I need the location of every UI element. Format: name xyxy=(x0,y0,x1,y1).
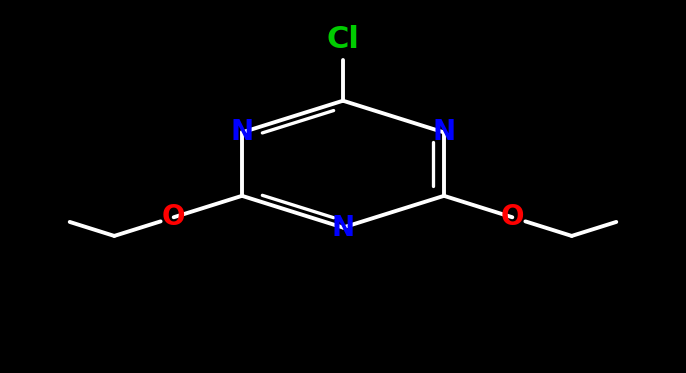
Text: O: O xyxy=(162,203,185,231)
Text: N: N xyxy=(230,118,254,147)
Text: Cl: Cl xyxy=(327,25,359,54)
Text: O: O xyxy=(501,203,524,231)
Text: N: N xyxy=(331,213,355,242)
Text: N: N xyxy=(432,118,456,147)
